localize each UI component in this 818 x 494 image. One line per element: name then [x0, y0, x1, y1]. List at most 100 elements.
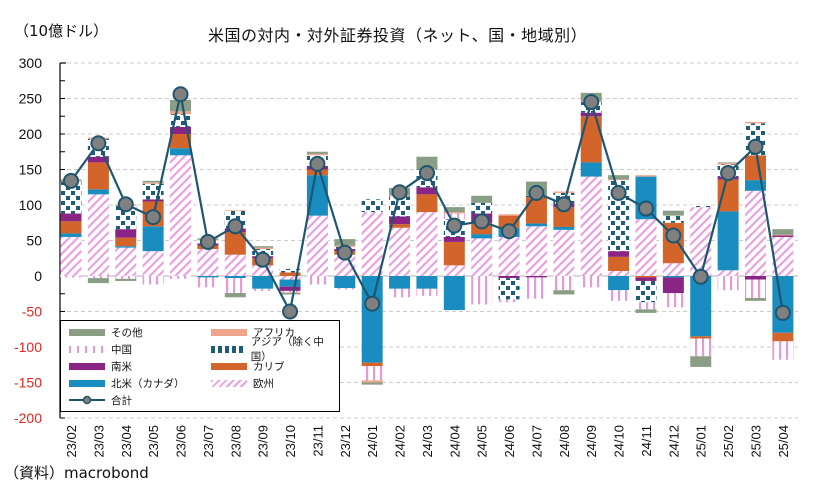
total-marker — [199, 233, 216, 250]
bar-africa — [498, 214, 520, 216]
bar-asia-ex-china — [361, 199, 383, 213]
bar-other — [416, 156, 438, 170]
bar-china — [306, 276, 328, 285]
bar-china — [662, 293, 684, 308]
bar-europe — [361, 212, 383, 276]
bar-north-america-canada — [197, 276, 219, 278]
bar-africa — [635, 175, 657, 177]
bar-africa — [306, 153, 328, 156]
bar-north-america-canada — [306, 175, 328, 216]
legend-item-north-america: 北米（カナダ） — [69, 376, 185, 390]
legend-item-asia-ex-china: アジア（除く中国） — [211, 336, 339, 363]
y-tick-label: -200 — [14, 410, 42, 426]
bar-china — [60, 276, 82, 278]
legend-label-europe: 欧州 — [253, 377, 274, 390]
bar-south-america — [525, 276, 547, 278]
bar-asia-ex-china — [690, 205, 712, 208]
bar-other — [115, 278, 137, 281]
legend-item-other: その他 — [69, 325, 143, 339]
bar-south-america — [745, 276, 766, 280]
bar-south-america — [635, 277, 657, 281]
y-tick-label: 300 — [19, 55, 43, 71]
bar-north-america-canada — [416, 276, 438, 289]
bar-china — [608, 290, 630, 301]
bar-north-america-canada — [525, 223, 547, 227]
x-tick-label: 23/11 — [310, 425, 325, 457]
bar-other — [361, 382, 383, 385]
bar-china — [252, 288, 274, 291]
bar-asia-ex-china — [115, 205, 137, 230]
total-marker — [774, 304, 791, 321]
bar-caribbean — [87, 162, 109, 190]
bar-north-america-canada — [279, 279, 301, 287]
x-tick-label: 23/10 — [283, 425, 298, 458]
bar-africa — [608, 179, 630, 181]
total-marker — [364, 295, 381, 312]
bar-caribbean — [416, 194, 438, 213]
bar-europe — [142, 251, 164, 276]
bar-europe — [60, 236, 82, 276]
bar-europe — [115, 247, 137, 276]
bar-other — [170, 99, 192, 112]
bar-china — [115, 276, 137, 279]
legend-swatch-total — [69, 395, 105, 405]
bar-europe — [87, 194, 109, 276]
bar-south-america — [443, 236, 465, 242]
bar-africa — [772, 234, 794, 236]
bar-africa — [717, 163, 739, 165]
bar-africa — [252, 247, 274, 250]
legend-swatch-china — [69, 345, 105, 353]
total-marker — [446, 217, 463, 234]
bar-south-america — [608, 251, 630, 257]
bar-south-america — [115, 229, 137, 238]
total-marker — [172, 86, 189, 103]
total-marker — [720, 165, 737, 182]
y-axis-unit-label: （10億ドル） — [14, 22, 109, 40]
total-marker — [227, 218, 244, 235]
x-tick-label: 24/01 — [365, 425, 380, 458]
legend-item-south-america: 南米 — [69, 359, 132, 373]
legend-label-north-america: 北米（カナダ） — [111, 377, 185, 390]
legend-item-africa: アフリカ — [211, 325, 295, 339]
bar-north-america-canada — [745, 180, 766, 191]
total-marker — [583, 94, 600, 111]
total-marker — [309, 155, 326, 172]
bar-asia-ex-china — [471, 202, 493, 214]
bar-other — [608, 175, 630, 180]
bar-north-america-canada — [471, 234, 493, 239]
bar-china — [279, 290, 301, 293]
y-tick-label: 0 — [34, 268, 42, 284]
bar-china — [334, 288, 356, 290]
bar-china — [443, 213, 465, 220]
bar-china — [197, 277, 219, 288]
bar-north-america-canada — [553, 227, 575, 230]
bar-other — [745, 298, 766, 301]
x-tick-label: 24/08 — [557, 425, 572, 458]
bar-europe — [772, 236, 794, 276]
bar-other — [635, 309, 657, 313]
x-tick-label: 24/10 — [612, 425, 627, 458]
total-marker — [117, 196, 134, 213]
bar-china — [580, 276, 602, 288]
total-marker — [747, 138, 764, 155]
legend-label-asia-ex-china: アジア（除く中国） — [250, 336, 324, 363]
total-marker — [418, 165, 435, 182]
bar-other — [87, 278, 109, 284]
bar-china — [717, 276, 739, 291]
bar-asia-ex-china — [498, 278, 520, 300]
bar-other — [279, 293, 301, 295]
total-marker — [336, 244, 353, 261]
bar-north-america-canada — [224, 276, 246, 279]
bar-caribbean — [306, 169, 328, 176]
bar-europe — [553, 229, 575, 276]
total-marker — [637, 200, 654, 217]
bar-north-america-canada — [252, 276, 274, 289]
bar-south-america — [279, 286, 301, 291]
total-marker — [555, 196, 572, 213]
bar-europe — [389, 227, 411, 276]
bar-south-america — [580, 112, 602, 117]
bar-europe — [580, 176, 602, 276]
bar-north-america-canada — [60, 233, 82, 237]
x-tick-label: 23/02 — [64, 425, 79, 458]
bar-caribbean — [690, 336, 712, 339]
